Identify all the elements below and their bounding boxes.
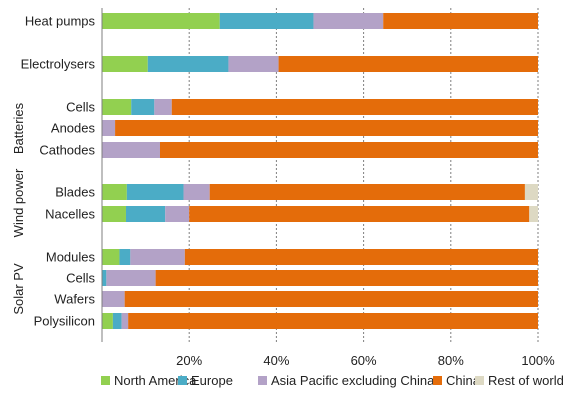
category-label: Anodes bbox=[51, 121, 96, 136]
legend-label-north-america: North America bbox=[114, 373, 197, 388]
bar-nacelles-china bbox=[189, 206, 530, 222]
bar-polysilicon-europe bbox=[112, 313, 122, 329]
group-label-solar-pv: Solar PV bbox=[11, 263, 26, 315]
bar-anodes-china bbox=[115, 120, 538, 136]
bar-blades-north-america bbox=[102, 184, 127, 200]
bar-nacelles-asia-pacific-excluding-china bbox=[165, 206, 190, 222]
category-label: Blades bbox=[55, 185, 95, 200]
bar-blades-china bbox=[209, 184, 525, 200]
bar-blades-rest-of-world bbox=[524, 184, 538, 200]
bar-modules-asia-pacific-excluding-china bbox=[130, 249, 185, 265]
legend-label-china: China bbox=[446, 373, 481, 388]
bar-nacelles-europe bbox=[125, 206, 166, 222]
bar-electrolysers-asia-pacific-excluding-china bbox=[228, 56, 279, 72]
category-label: Polysilicon bbox=[34, 314, 95, 329]
legend-swatch-china bbox=[433, 376, 442, 385]
bar-blades-europe bbox=[126, 184, 184, 200]
bar-heat-pumps-europe bbox=[219, 13, 314, 29]
bar-cells-north-america bbox=[102, 99, 132, 115]
bar-polysilicon-china bbox=[128, 313, 538, 329]
category-label: Cells bbox=[66, 271, 95, 286]
x-tick-label: 20% bbox=[176, 353, 202, 368]
bar-nacelles-rest-of-world bbox=[529, 206, 538, 222]
bar-modules-china bbox=[184, 249, 538, 265]
bar-polysilicon-north-america bbox=[102, 313, 113, 329]
category-label: Cells bbox=[66, 100, 95, 115]
legend-swatch-asia-pacific-excluding-china bbox=[258, 376, 267, 385]
category-label: Nacelles bbox=[45, 207, 95, 222]
legend-label-asia-pacific-excluding-china: Asia Pacific excluding China bbox=[271, 373, 435, 388]
bar-cells-asia-pacific-excluding-china bbox=[154, 99, 172, 115]
bar-modules-europe bbox=[119, 249, 131, 265]
category-label: Wafers bbox=[54, 292, 95, 307]
bar-nacelles-north-america bbox=[102, 206, 126, 222]
legend-swatch-rest-of-world bbox=[475, 376, 484, 385]
bar-cells-asia-pacific-excluding-china bbox=[106, 270, 156, 286]
bar-electrolysers-north-america bbox=[102, 56, 148, 72]
bar-electrolysers-europe bbox=[147, 56, 229, 72]
bar-polysilicon-asia-pacific-excluding-china bbox=[121, 313, 129, 329]
x-tick-label: 100% bbox=[521, 353, 555, 368]
bar-cathodes-asia-pacific-excluding-china bbox=[102, 142, 160, 158]
group-label-wind-power: Wind power bbox=[11, 168, 26, 237]
x-tick-label: 40% bbox=[263, 353, 289, 368]
legend-label-rest-of-world: Rest of world bbox=[488, 373, 564, 388]
x-tick-label: 80% bbox=[438, 353, 464, 368]
category-label: Electrolysers bbox=[21, 57, 96, 72]
bar-heat-pumps-asia-pacific-excluding-china bbox=[313, 13, 384, 29]
bar-electrolysers-china bbox=[278, 56, 538, 72]
bar-cells-china bbox=[155, 270, 539, 286]
bar-cells-china bbox=[171, 99, 538, 115]
category-labels: Heat pumps Electrolysers Cells Anodes Cathod… bbox=[21, 14, 96, 329]
bar-heat-pumps-north-america bbox=[102, 13, 220, 29]
category-label: Cathodes bbox=[39, 143, 95, 158]
bar-wafers-asia-pacific-excluding-china bbox=[102, 291, 125, 307]
bar-modules-north-america bbox=[102, 249, 120, 265]
bar-anodes-asia-pacific-excluding-china bbox=[102, 120, 116, 136]
x-tick-label: 60% bbox=[351, 353, 377, 368]
bar-cathodes-china bbox=[159, 142, 538, 158]
bar-cells-europe bbox=[102, 270, 107, 286]
legend-swatch-europe bbox=[178, 376, 187, 385]
group-label-batteries: Batteries bbox=[11, 102, 26, 154]
bars bbox=[102, 13, 539, 329]
category-label: Modules bbox=[46, 250, 96, 265]
bar-wafers-china bbox=[124, 291, 538, 307]
group-labels: Batteries Wind power Solar PV bbox=[11, 102, 26, 314]
bar-blades-asia-pacific-excluding-china bbox=[183, 184, 210, 200]
bar-heat-pumps-china bbox=[383, 13, 538, 29]
bar-cells-europe bbox=[131, 99, 155, 115]
legend-swatch-north-america bbox=[101, 376, 110, 385]
x-tick-labels: 20% 40% 60% 80% 100% bbox=[176, 353, 555, 368]
legend-label-europe: Europe bbox=[191, 373, 233, 388]
category-label: Heat pumps bbox=[25, 14, 96, 29]
